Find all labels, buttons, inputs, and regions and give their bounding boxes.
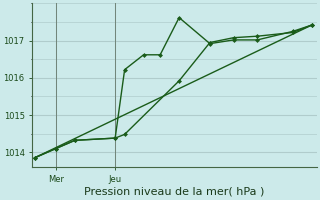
X-axis label: Pression niveau de la mer( hPa ): Pression niveau de la mer( hPa ): [84, 187, 265, 197]
